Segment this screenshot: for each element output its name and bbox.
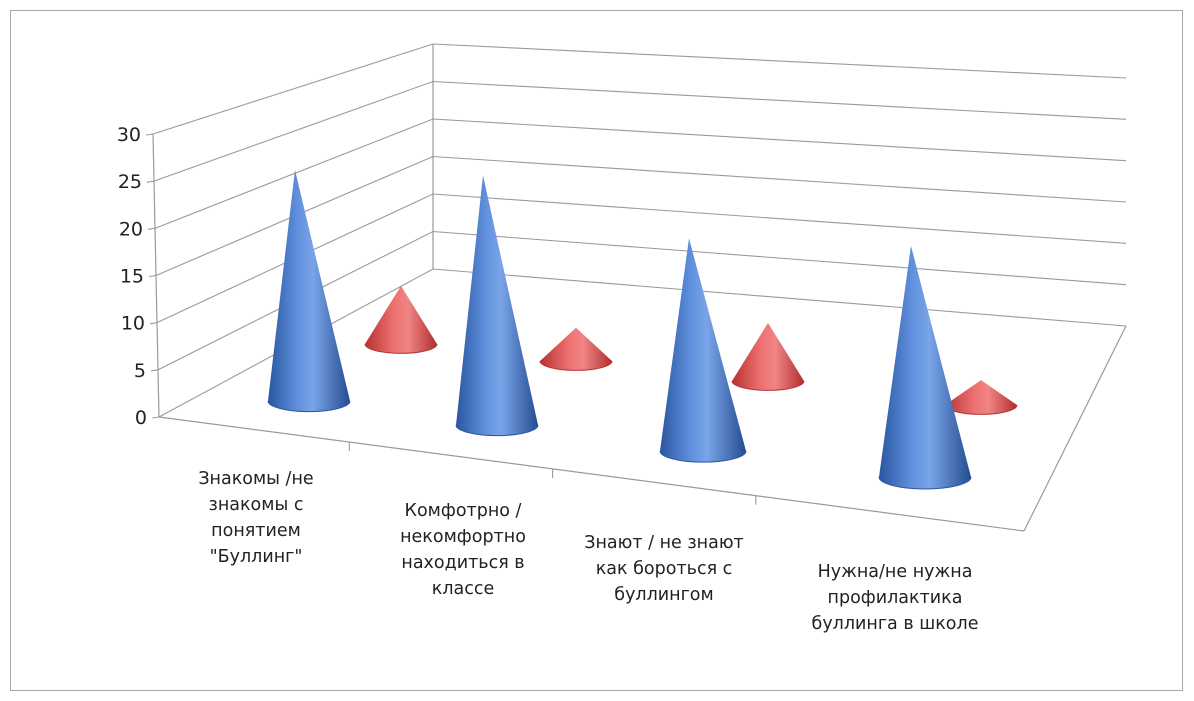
y-tick-label: 15	[120, 266, 144, 288]
cone-body	[660, 238, 746, 463]
cone-base-edge	[455, 424, 539, 437]
cone-body	[945, 380, 1017, 415]
y-tick-mark	[148, 274, 157, 278]
cone-base-edge	[659, 450, 747, 463]
cone-base-edge	[878, 476, 972, 490]
cone-body	[456, 175, 538, 436]
cone-body	[540, 327, 612, 371]
cone-s2-c1	[364, 285, 438, 354]
category-label-4: Нужна/не нужна профилактика буллинга в ш…	[811, 562, 979, 634]
category-label-3: Знают / не знают как бороться с буллинго…	[584, 533, 744, 605]
chart-plot: 0 5 10 15 20 25 30	[117, 43, 1127, 532]
cone-s1-c1	[267, 169, 351, 413]
y-tick-mark	[146, 180, 155, 183]
cone-base-edge	[267, 400, 351, 413]
cone-s2-c4	[944, 380, 1018, 415]
floor-right-edge	[1023, 325, 1127, 532]
cone-s2-c2	[539, 327, 613, 371]
category-label-2: Комфотрно /некомфортно находиться в клас…	[400, 501, 526, 599]
y-tick-mark	[145, 133, 154, 136]
y-tick-label: 5	[134, 360, 146, 382]
y-tick-label: 10	[121, 313, 145, 335]
y-tick-mark	[151, 416, 160, 419]
cone-base-edge	[539, 360, 613, 371]
y-tick-mark	[149, 322, 158, 325]
cone-base-edge	[731, 380, 805, 391]
cone-body	[879, 245, 971, 489]
category-label-1: Знакомы /не знакомы с понятием "Буллинг"	[198, 469, 314, 567]
gridline	[152, 43, 1127, 135]
floor-front-edge	[158, 416, 1025, 532]
y-tick-label: 20	[119, 218, 143, 240]
cone-s1-c3	[659, 238, 747, 463]
cone-s2-c3	[731, 322, 805, 391]
chart-area: 0 5 10 15 20 25 30 Знакомы /не знакомы с понят…	[10, 10, 1183, 691]
cone-s1-c2	[455, 175, 539, 437]
cone-body	[732, 322, 804, 391]
cone-body	[365, 285, 437, 354]
cone-base-edge	[364, 343, 438, 354]
y-tick-label: 30	[117, 124, 141, 146]
cone-body	[268, 169, 350, 412]
y-tick-mark	[150, 369, 159, 372]
y-tick-mark	[147, 227, 156, 230]
cone-s1-c4	[878, 245, 972, 490]
y-tick-label: 0	[135, 407, 147, 429]
y-tick-label: 25	[118, 171, 142, 193]
